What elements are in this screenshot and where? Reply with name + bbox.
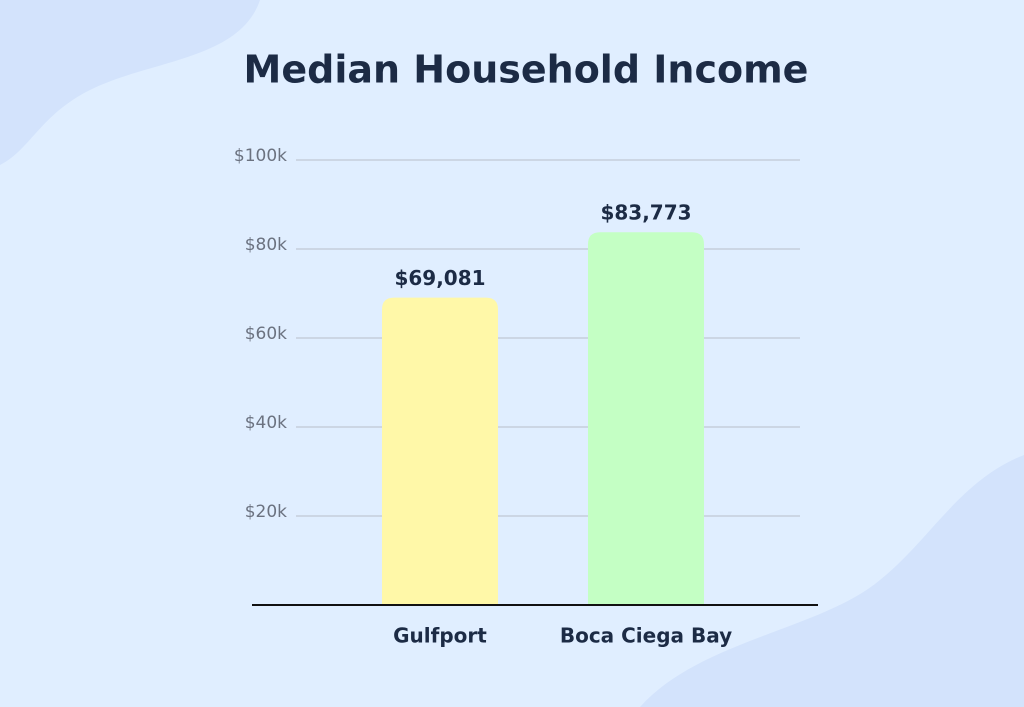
- y-tick-label: $100k: [234, 146, 287, 166]
- x-tick-label: Gulfport: [393, 624, 487, 648]
- blob: [640, 455, 1024, 707]
- bar: [588, 232, 704, 605]
- blob: [0, 0, 260, 165]
- bar: [382, 297, 498, 605]
- y-tick-label: $60k: [245, 324, 287, 344]
- x-tick-label: Boca Ciega Bay: [560, 624, 732, 648]
- chart-title: Median Household Income: [244, 48, 809, 92]
- value-label: $83,773: [600, 201, 691, 225]
- y-tick-label: $80k: [245, 235, 287, 255]
- y-tick-label: $20k: [245, 502, 287, 522]
- value-label: $69,081: [394, 266, 485, 290]
- y-tick-label: $40k: [245, 413, 287, 433]
